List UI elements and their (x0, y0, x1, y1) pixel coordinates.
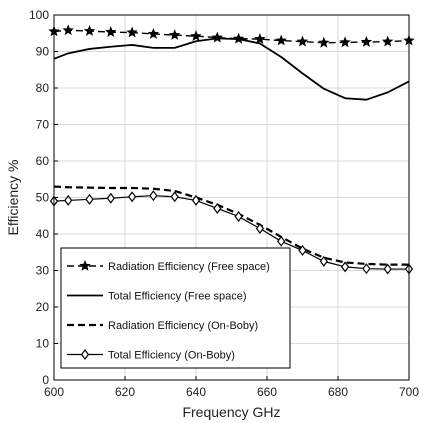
y-tick-label: 60 (36, 154, 50, 168)
y-tick-label: 30 (36, 264, 50, 278)
y-axis-title: Efficiency % (5, 160, 21, 236)
data-point (147, 27, 160, 39)
data-point (149, 190, 158, 202)
data-point (170, 191, 179, 203)
data-point (83, 25, 96, 36)
data-point (126, 26, 138, 38)
x-tick-label: 660 (257, 385, 277, 399)
y-tick-label: 20 (36, 300, 50, 314)
legend-label: Radiation Efficiency (On-Boby) (108, 320, 258, 332)
data-point (381, 35, 394, 47)
data-point (277, 235, 286, 247)
legend-label: Radiation Efficiency (Free space) (108, 261, 270, 273)
y-tick-label: 0 (42, 373, 49, 387)
legend-box (60, 247, 291, 369)
data-point (105, 26, 117, 38)
data-point (383, 263, 392, 275)
y-tick-label: 70 (36, 118, 50, 132)
data-point (255, 223, 265, 235)
y-tick-label: 10 (36, 337, 50, 351)
x-tick-label: 600 (44, 385, 64, 399)
data-point (211, 31, 224, 43)
data-point (234, 210, 243, 222)
y-tick-label: 90 (36, 45, 50, 59)
data-point (275, 34, 287, 46)
data-point (85, 193, 94, 205)
y-tick-label: 100 (29, 8, 49, 22)
data-point (168, 29, 181, 40)
y-tick-label: 80 (36, 81, 50, 95)
series-4 (49, 190, 414, 275)
y-tick-label: 50 (36, 191, 50, 205)
series-3 (53, 185, 409, 266)
data-point (64, 194, 73, 206)
data-point (106, 192, 115, 204)
x-axis-title: Frequency GHz (182, 404, 280, 420)
data-point (232, 32, 245, 44)
legend: Radiation Efficiency (Free space) Total E… (60, 247, 291, 369)
data-point (319, 255, 328, 267)
tick-layer: 600 620 640 660 680 700 0 10 20 30 40 50 60 70 80 90 100 (29, 8, 419, 399)
legend-label: Total Efficiency (On-Boby) (108, 350, 235, 362)
x-tick-label: 640 (186, 385, 206, 399)
data-point (339, 36, 351, 48)
legend-marker (80, 349, 90, 360)
series-line (53, 37, 410, 101)
data-point (62, 24, 74, 36)
data-point (296, 35, 309, 47)
x-tick-label: 680 (328, 385, 348, 399)
data-point (340, 261, 350, 273)
data-point (213, 202, 222, 214)
series-line (53, 185, 409, 266)
series-layer (48, 24, 415, 275)
y-tick-label: 40 (36, 227, 50, 241)
data-point (360, 36, 373, 47)
data-point (191, 194, 201, 206)
data-point (127, 191, 137, 203)
x-tick-label: 700 (399, 385, 419, 399)
data-point (318, 36, 330, 48)
legend-label: Total Efficiency (Free space) (108, 291, 247, 303)
legend-marker (79, 260, 91, 271)
data-point (362, 263, 371, 275)
data-point (190, 30, 202, 42)
series-2 (53, 37, 410, 101)
data-point (254, 33, 266, 44)
x-tick-label: 620 (115, 385, 135, 399)
data-point (298, 244, 307, 256)
